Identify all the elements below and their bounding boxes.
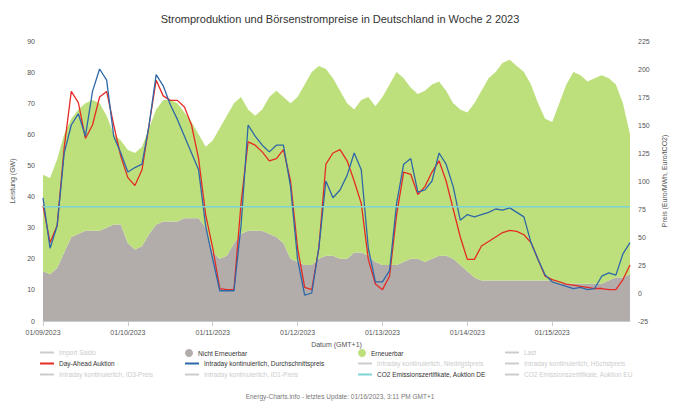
svg-text:Day-Ahead Auktion: Day-Ahead Auktion [59, 360, 115, 368]
svg-text:Datum (GMT+1): Datum (GMT+1) [311, 341, 362, 349]
svg-text:175: 175 [638, 94, 650, 101]
svg-text:200: 200 [638, 66, 650, 73]
svg-text:60: 60 [27, 131, 35, 138]
svg-text:30: 30 [27, 224, 35, 231]
svg-text:25: 25 [638, 262, 646, 269]
svg-text:Intraday kontinuierlich, Niedr: Intraday kontinuierlich, Niedrigstpreis [377, 360, 484, 368]
svg-text:01/15/2023: 01/15/2023 [535, 329, 570, 336]
svg-text:100: 100 [638, 178, 650, 185]
svg-text:75: 75 [638, 206, 646, 213]
svg-text:40: 40 [27, 193, 35, 200]
svg-text:Leistung (GW): Leistung (GW) [9, 158, 17, 203]
svg-text:50: 50 [638, 234, 646, 241]
svg-text:Intraday kontinuierlich, ID3-P: Intraday kontinuierlich, ID3-Preis [59, 371, 154, 379]
svg-text:80: 80 [27, 69, 35, 76]
svg-text:Import Saldo: Import Saldo [59, 349, 96, 357]
svg-text:01/12/2023: 01/12/2023 [280, 329, 315, 336]
svg-text:Erneuerbar: Erneuerbar [371, 350, 404, 357]
svg-text:Stromproduktion und Börsenstro: Stromproduktion und Börsenstrompreise in… [161, 13, 520, 25]
svg-text:01/10/2023: 01/10/2023 [110, 329, 145, 336]
svg-text:150: 150 [638, 122, 650, 129]
svg-text:Intraday kontinuierlich, Durch: Intraday kontinuierlich, Durchschnittspr… [204, 360, 325, 368]
svg-text:0: 0 [31, 318, 35, 325]
svg-text:01/11/2023: 01/11/2023 [195, 329, 230, 336]
svg-text:70: 70 [27, 100, 35, 107]
svg-text:10: 10 [27, 286, 35, 293]
svg-text:Intraday kontinuierlich, ID1-P: Intraday kontinuierlich, ID1-Preis [204, 371, 299, 379]
svg-text:Preis (Euro/MWh, Euro/tCO2): Preis (Euro/MWh, Euro/tCO2) [661, 135, 669, 228]
svg-text:0: 0 [638, 290, 642, 297]
svg-text:CO2 Emissionszertifikate, Aukt: CO2 Emissionszertifikate, Auktion DE [377, 371, 486, 378]
svg-text:CO2 Emissionszertifikate, Aukt: CO2 Emissionszertifikate, Auktion EU [524, 371, 633, 378]
svg-text:Energy-Charts.info - letztes U: Energy-Charts.info - letztes Update: 01/… [246, 393, 435, 401]
svg-text:-25: -25 [638, 318, 648, 325]
svg-text:Intraday kontinuierlich, Höchs: Intraday kontinuierlich, Höchstpreis [524, 360, 626, 368]
svg-text:125: 125 [638, 150, 650, 157]
svg-text:225: 225 [638, 38, 650, 45]
svg-text:Nicht Erneuerbar: Nicht Erneuerbar [198, 350, 248, 357]
svg-text:01/13/2023: 01/13/2023 [365, 329, 400, 336]
svg-text:01/09/2023: 01/09/2023 [25, 329, 60, 336]
svg-text:50: 50 [27, 162, 35, 169]
svg-text:20: 20 [27, 255, 35, 262]
svg-text:Last: Last [524, 349, 536, 356]
svg-text:90: 90 [27, 38, 35, 45]
svg-text:01/14/2023: 01/14/2023 [450, 329, 485, 336]
